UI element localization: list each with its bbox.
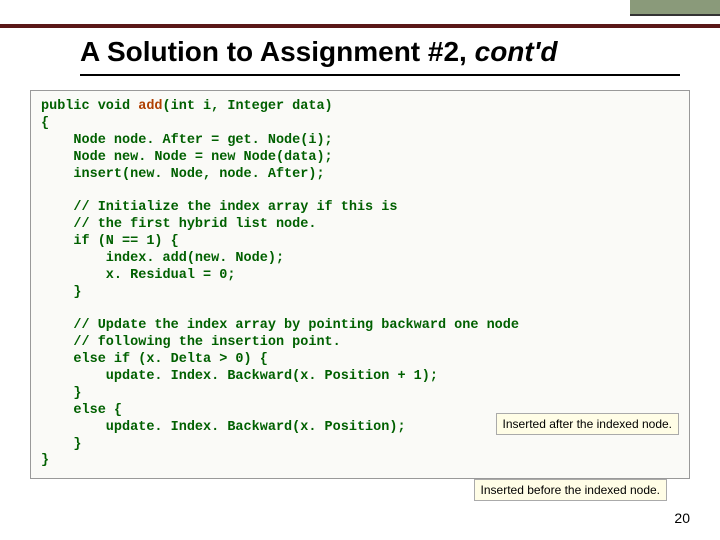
code-line: x. Residual = 0;: [41, 268, 235, 283]
code-line: update. Index. Backward(x. Position + 1)…: [41, 369, 438, 384]
comment: // following the insertion point.: [41, 335, 341, 350]
accent-block: [630, 0, 720, 16]
comment: // Initialize the index array if this is: [41, 200, 397, 215]
title-main: A Solution to Assignment #2,: [80, 36, 475, 67]
kw: public void: [41, 99, 138, 114]
top-bar: [0, 0, 720, 28]
code-line: }: [41, 285, 82, 300]
code-line: if (N == 1) {: [41, 234, 179, 249]
code-line: update. Index. Backward(x. Position);: [41, 420, 406, 435]
callout-before: Inserted before the indexed node.: [474, 479, 667, 501]
brace: }: [41, 453, 49, 468]
code-block: public void add(int i, Integer data) { N…: [30, 90, 690, 479]
kw: (int i, Integer data): [163, 99, 333, 114]
code-line: }: [41, 437, 82, 452]
code-line: insert(new. Node, node. After);: [41, 167, 325, 182]
comment: // Update the index array by pointing ba…: [41, 318, 519, 333]
title-area: A Solution to Assignment #2, cont'd: [0, 28, 720, 80]
title-italic: cont'd: [475, 36, 558, 67]
code-line: else {: [41, 403, 122, 418]
page-number: 20: [674, 510, 690, 526]
code-line: index. add(new. Node);: [41, 251, 284, 266]
code-line: else if (x. Delta > 0) {: [41, 352, 268, 367]
brace: {: [41, 116, 49, 131]
slide-title: A Solution to Assignment #2, cont'd: [80, 36, 680, 76]
method-name: add: [138, 99, 162, 114]
code-line: }: [41, 386, 82, 401]
code-line: Node node. After = get. Node(i);: [41, 133, 333, 148]
code-line: Node new. Node = new Node(data);: [41, 150, 333, 165]
comment: // the first hybrid list node.: [41, 217, 316, 232]
callout-after: Inserted after the indexed node.: [496, 413, 679, 435]
